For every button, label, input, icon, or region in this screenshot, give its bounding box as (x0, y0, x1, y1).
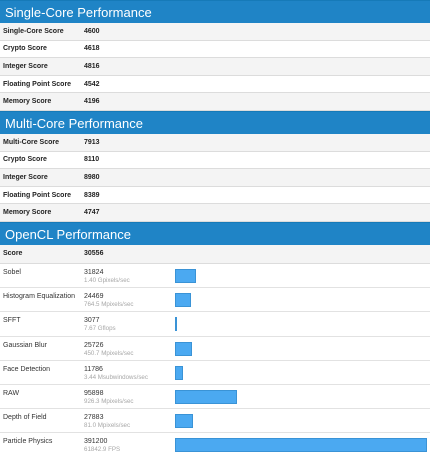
score-value: 4747 (84, 209, 100, 217)
workload-throughput: 926.3 Mpixels/sec (84, 397, 134, 405)
workload-throughput: 81.0 Mpixels/sec (84, 422, 131, 430)
opencl-score-row: Score 30556 (0, 244, 430, 264)
workload-bar (175, 293, 191, 308)
score-value: 7913 (84, 138, 100, 146)
score-label: Memory Score (3, 98, 52, 106)
score-value: 4816 (84, 62, 100, 70)
workload-throughput: 1.40 Gpixels/sec (84, 276, 130, 284)
workload-label: RAW (3, 389, 20, 397)
workload-label: Depth of Field (3, 414, 47, 422)
workload-row: RAW 95898 926.3 Mpixels/sec (0, 385, 430, 410)
workload-score: 24469 (84, 293, 104, 301)
score-label: Crypto Score (3, 45, 47, 53)
workload-label: SFFT (3, 317, 21, 325)
single-core-section: Single-Core Performance Single-Core Scor… (0, 0, 430, 111)
opencl-score-label: Score (3, 250, 23, 258)
table-row: Single-Core Score 4600 (0, 23, 430, 41)
score-label: Floating Point Score (3, 191, 72, 199)
workload-score: 31824 (84, 268, 104, 276)
workload-score: 95898 (84, 389, 104, 397)
table-row: Floating Point Score 8389 (0, 186, 430, 205)
score-value: 4542 (84, 80, 100, 88)
workload-row: Gaussian Blur 25726 450.7 Mpixels/sec (0, 337, 430, 361)
workload-throughput: 450.7 Mpixels/sec (84, 349, 134, 357)
score-value: 4196 (84, 98, 100, 106)
workload-throughput: 7.67 Gflops (84, 325, 116, 333)
workload-bar (175, 438, 427, 453)
workload-score: 11786 (84, 365, 103, 373)
table-row: Integer Score 4816 (0, 58, 430, 76)
workload-row: SFFT 3077 7.67 Gflops (0, 312, 430, 337)
workload-score: 391200 (84, 438, 108, 446)
workload-throughput: 61842.9 FPS (84, 446, 121, 454)
table-row: Memory Score 4196 (0, 93, 430, 111)
score-label: Integer Score (3, 62, 48, 70)
score-label: Multi-Core Score (3, 138, 60, 146)
workload-bar (175, 389, 237, 404)
single-core-header: Single-Core Performance (0, 0, 430, 23)
workload-throughput: 3.44 Msubwindows/sec (84, 373, 148, 381)
workload-score: 3077 (84, 317, 100, 325)
workload-label: Face Detection (3, 365, 51, 373)
table-row: Integer Score 8980 (0, 169, 430, 187)
table-row: Crypto Score 8110 (0, 151, 430, 170)
workload-bar (175, 341, 192, 356)
score-value: 8389 (84, 191, 100, 199)
workload-row: Depth of Field 27883 81.0 Mpixels/sec (0, 409, 430, 434)
workload-row: Sobel 31824 1.40 Gpixels/sec (0, 264, 430, 289)
workload-score: 25726 (84, 341, 104, 349)
table-row: Crypto Score 4618 (0, 40, 430, 59)
workload-bar (175, 317, 177, 332)
table-row: Memory Score 4747 (0, 204, 430, 222)
workload-score: 27883 (84, 414, 104, 422)
workload-label: Histogram Equalization (3, 293, 75, 301)
workload-row: Histogram Equalization 24469 764.5 Mpixe… (0, 288, 430, 313)
opencl-score-value: 30556 (84, 250, 104, 258)
opencl-header: OpenCL Performance (0, 221, 430, 245)
score-label: Integer Score (3, 173, 48, 181)
workload-label: Particle Physics (3, 438, 53, 446)
score-label: Memory Score (3, 209, 52, 217)
opencl-workload-list: Sobel 31824 1.40 Gpixels/sec Histogram E… (0, 264, 430, 456)
table-row: Multi-Core Score 7913 (0, 133, 430, 152)
multi-core-header: Multi-Core Performance (0, 110, 430, 134)
workload-label: Sobel (3, 268, 21, 276)
score-label: Floating Point Score (3, 80, 72, 88)
workload-row: Face Detection 11786 3.44 Msubwindows/se… (0, 361, 430, 385)
table-row: Floating Point Score 4542 (0, 75, 430, 94)
workload-throughput: 764.5 Mpixels/sec (84, 301, 134, 309)
score-value: 8110 (84, 156, 100, 164)
workload-bar (175, 414, 193, 429)
multi-core-section: Multi-Core Performance Multi-Core Score … (0, 110, 430, 222)
score-value: 8980 (84, 173, 100, 181)
score-value: 4618 (84, 45, 100, 53)
score-value: 4600 (84, 27, 100, 35)
workload-bar (175, 365, 183, 380)
workload-bar (175, 268, 196, 283)
score-label: Crypto Score (3, 156, 47, 164)
workload-row: Particle Physics 391200 61842.9 FPS (0, 433, 430, 456)
score-label: Single-Core Score (3, 27, 64, 35)
workload-label: Gaussian Blur (3, 341, 47, 349)
opencl-section: OpenCL Performance Score 30556 Sobel 318… (0, 221, 430, 456)
